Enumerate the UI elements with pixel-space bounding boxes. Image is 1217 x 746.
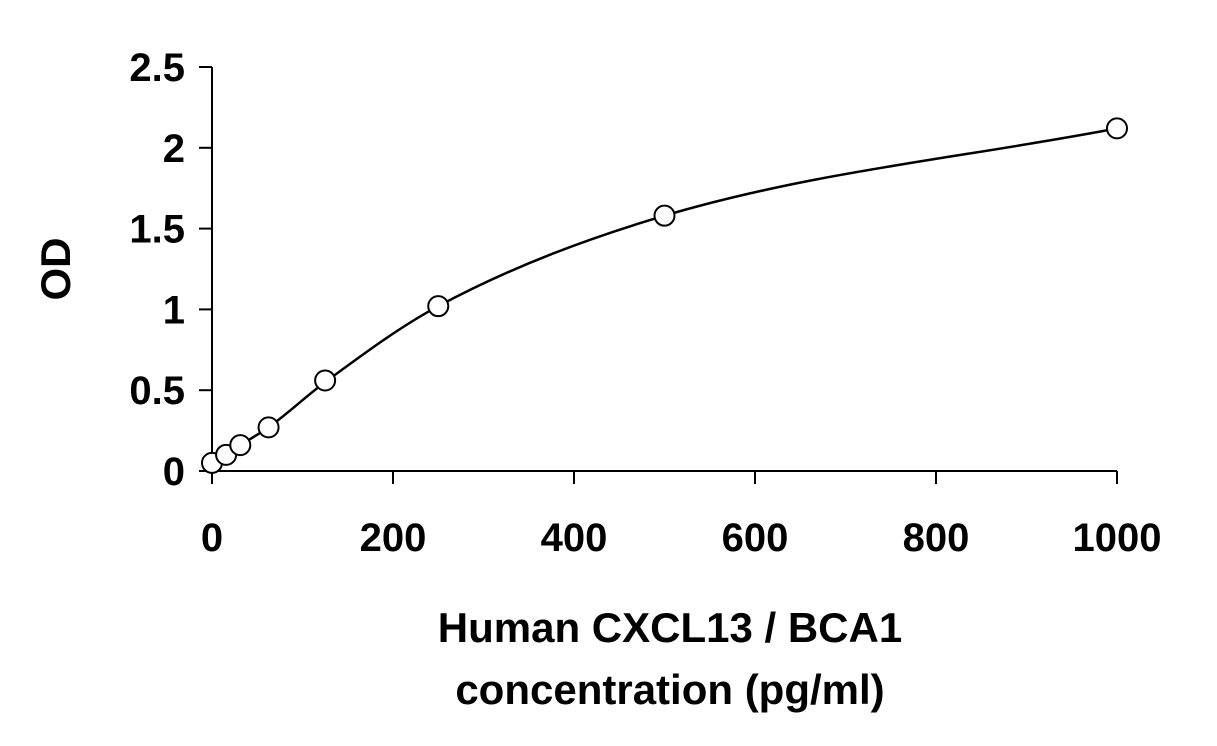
axes [211, 67, 1117, 472]
data-point [427, 295, 450, 318]
x-axis-title-line-2: concentration (pg/ml) [455, 666, 884, 713]
fit-curve-layer [211, 127, 1118, 468]
data-point [1106, 117, 1128, 140]
data-point [257, 416, 280, 439]
y-tick-label: 1.5 [129, 208, 185, 252]
x-axis-title-line-1: Human CXCL13 / BCA1 [438, 604, 902, 651]
data-points [201, 117, 1128, 474]
x-tick-label: 800 [903, 516, 970, 560]
x-tick-label: 0 [201, 516, 223, 560]
y-tick-label: 0 [163, 450, 185, 494]
y-tick-label: 0.5 [129, 369, 185, 413]
ticks: 0 0.5 1 1.5 2 2.5 0 200 400 600 800 1000 [129, 46, 1161, 560]
x-tick-label: 1000 [1073, 516, 1162, 560]
data-point [653, 204, 676, 227]
fit-curve [211, 127, 1118, 468]
data-point [314, 369, 337, 392]
x-tick-label: 200 [360, 516, 427, 560]
y-tick-label: 2 [163, 127, 185, 171]
x-tick-label: 600 [722, 516, 789, 560]
y-tick-label: 2.5 [129, 46, 185, 90]
y-tick-label: 1 [163, 288, 185, 332]
y-axis-title: OD [32, 238, 79, 301]
x-tick-label: 400 [541, 516, 608, 560]
data-point [229, 434, 252, 457]
